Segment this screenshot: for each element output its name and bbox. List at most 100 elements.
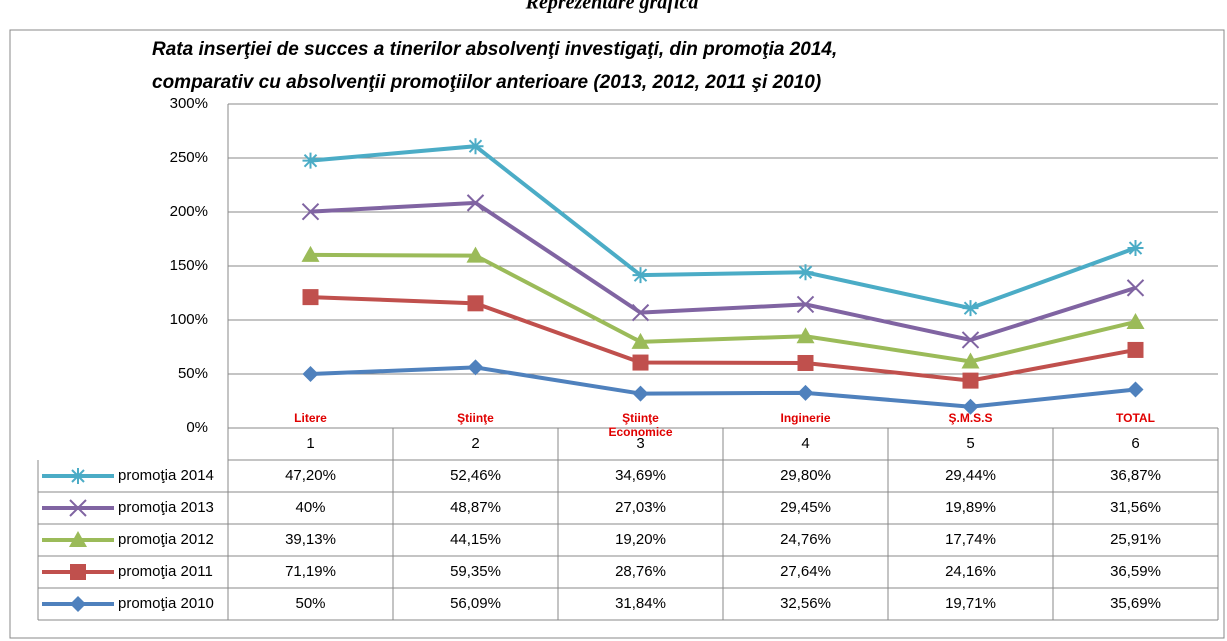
- table-cell: 34,69%: [615, 467, 666, 484]
- marker: [632, 385, 649, 402]
- table-cell: 59,35%: [450, 563, 501, 580]
- marker: [961, 352, 980, 369]
- table-cell: 36,87%: [1110, 467, 1161, 484]
- x-tick-label: 2: [471, 435, 479, 452]
- marker: [302, 152, 319, 169]
- x-tick-label: 1: [306, 435, 314, 452]
- marker: [302, 366, 319, 382]
- table-cell: 29,80%: [780, 467, 831, 484]
- marker: [301, 202, 320, 221]
- series-line: [310, 252, 1136, 364]
- legend-label: promoţia 2010: [118, 595, 214, 612]
- series-line: [310, 365, 1136, 409]
- legend-label: promoţia 2012: [118, 531, 214, 548]
- table-cell: 19,20%: [615, 531, 666, 548]
- table-cell: 24,16%: [945, 563, 996, 580]
- marker: [797, 264, 814, 281]
- table-cell: 47,20%: [285, 467, 336, 484]
- table-cell: 31,56%: [1110, 499, 1161, 516]
- table-cell: 29,45%: [780, 499, 831, 516]
- x-tick-label: 3: [636, 435, 644, 452]
- y-tick-label: 50%: [178, 365, 208, 382]
- table-cell: 19,71%: [945, 595, 996, 612]
- legend-marker: [70, 468, 86, 484]
- y-tick-label: 300%: [170, 95, 208, 112]
- table-cell: 52,46%: [450, 467, 501, 484]
- series-line: [310, 144, 1137, 311]
- chart-title: comparativ cu absolvenţii promoţiilor an…: [152, 72, 821, 93]
- marker: [631, 303, 650, 322]
- legend-marker: [70, 564, 86, 580]
- legend-marker: [70, 596, 86, 612]
- category-annotation: Ş.M.S.S: [948, 411, 993, 425]
- marker: [796, 327, 815, 344]
- table-cell: 56,09%: [450, 595, 501, 612]
- category-annotation: Ştiinţe: [457, 411, 494, 425]
- category-annotation: Inginerie: [780, 411, 831, 425]
- marker: [1126, 279, 1145, 297]
- y-tick-label: 0%: [186, 419, 208, 436]
- marker: [631, 332, 650, 349]
- series-line: [310, 295, 1136, 383]
- marker: [467, 295, 484, 312]
- marker: [467, 138, 484, 155]
- y-tick-label: 150%: [170, 257, 208, 274]
- legend-label: promoţia 2011: [118, 563, 213, 580]
- marker: [797, 354, 814, 371]
- marker: [962, 398, 979, 415]
- table-cell: 50%: [295, 595, 325, 612]
- table-cell: 24,76%: [780, 531, 831, 548]
- table-cell: 71,19%: [285, 563, 336, 580]
- marker: [466, 246, 485, 263]
- marker: [467, 359, 484, 376]
- y-tick-label: 250%: [170, 149, 208, 166]
- y-tick-label: 200%: [170, 203, 208, 220]
- marker: [962, 300, 979, 317]
- table-cell: 40%: [295, 499, 325, 516]
- category-annotation: TOTAL: [1116, 411, 1155, 425]
- legend-marker: [69, 531, 87, 547]
- table-cell: 44,15%: [450, 531, 501, 548]
- marker: [1127, 341, 1144, 358]
- legend-marker: [69, 499, 87, 517]
- table-cell: 39,13%: [285, 531, 336, 548]
- category-annotation: Litere: [294, 411, 327, 425]
- marker: [961, 331, 980, 349]
- table-cell: 19,89%: [945, 499, 996, 516]
- marker: [796, 295, 815, 314]
- marker: [632, 267, 649, 284]
- legend-label: promoţia 2014: [118, 467, 214, 484]
- table-cell: 29,44%: [945, 467, 996, 484]
- table-cell: 27,03%: [615, 499, 666, 516]
- x-tick-label: 4: [801, 435, 809, 452]
- chart-frame: [9, 29, 1225, 639]
- table-cell: 35,69%: [1110, 595, 1161, 612]
- marker: [962, 372, 979, 389]
- legend-label: promoţia 2013: [118, 499, 214, 516]
- marker: [1127, 240, 1144, 257]
- table-cell: 32,56%: [780, 595, 831, 612]
- marker: [302, 289, 319, 306]
- table-cell: 28,76%: [615, 563, 666, 580]
- chart-title: Rata inserţiei de succes a tinerilor abs…: [152, 39, 837, 60]
- table-cell: 27,64%: [780, 563, 831, 580]
- category-annotation: Ştiinţe Economice: [608, 411, 673, 439]
- x-tick-label: 5: [966, 435, 974, 452]
- marker: [797, 384, 814, 401]
- marker: [301, 245, 320, 262]
- table-cell: 36,59%: [1110, 563, 1161, 580]
- table-cell: 25,91%: [1110, 531, 1161, 548]
- marker: [1126, 312, 1145, 329]
- table-cell: 17,74%: [945, 531, 996, 548]
- x-tick-label: 6: [1131, 435, 1139, 452]
- series-line: [310, 200, 1137, 343]
- marker: [466, 194, 485, 212]
- table-cell: 31,84%: [615, 595, 666, 612]
- marker: [632, 354, 649, 371]
- y-tick-label: 100%: [170, 311, 208, 328]
- table-cell: 48,87%: [450, 499, 501, 516]
- heading: Reprezentare grafică: [525, 0, 699, 14]
- marker: [1127, 381, 1144, 398]
